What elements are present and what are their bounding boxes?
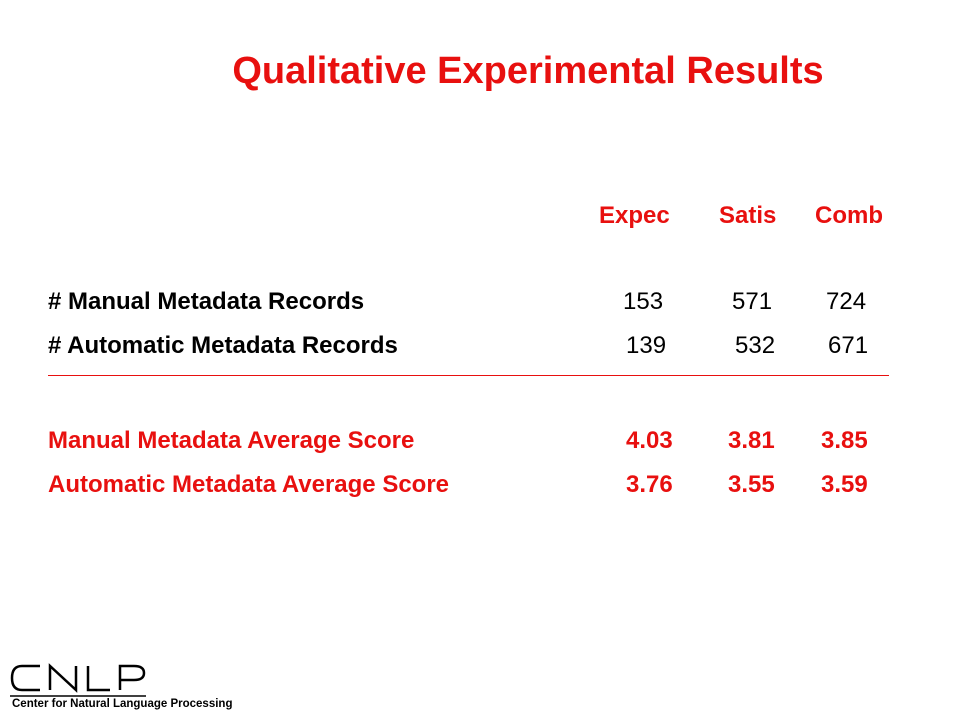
cell-value: 3.81 <box>728 427 775 454</box>
cell-value: 724 <box>826 288 867 315</box>
cnlp-logo: Center for Natural Language Processing <box>6 660 246 716</box>
cell-value: 139 <box>626 332 667 359</box>
column-header-satis: Satis <box>719 202 777 229</box>
cell-value: 671 <box>828 332 869 359</box>
column-header-comb: Comb <box>815 202 883 229</box>
cell-value: 571 <box>732 288 773 315</box>
cell-value: 3.85 <box>821 427 868 454</box>
row-label: Manual Metadata Average Score <box>48 427 415 454</box>
row-label: Automatic Metadata Average Score <box>48 471 450 498</box>
cell-value: 4.03 <box>626 427 673 454</box>
column-header-expec: Expec <box>599 202 670 229</box>
cell-value: 153 <box>623 288 664 315</box>
cell-value: 3.76 <box>626 471 673 498</box>
cell-value: 3.55 <box>728 471 775 498</box>
row-label: # Manual Metadata Records <box>48 288 365 315</box>
slide-title: Qualitative Experimental Results <box>232 50 824 92</box>
cell-value: 532 <box>735 332 776 359</box>
logo-subtitle: Center for Natural Language Processing <box>12 698 233 710</box>
cnlp-wordmark-icon <box>10 663 146 697</box>
cell-value: 3.59 <box>821 471 868 498</box>
divider-line <box>48 375 889 376</box>
row-label: # Automatic Metadata Records <box>48 332 398 359</box>
